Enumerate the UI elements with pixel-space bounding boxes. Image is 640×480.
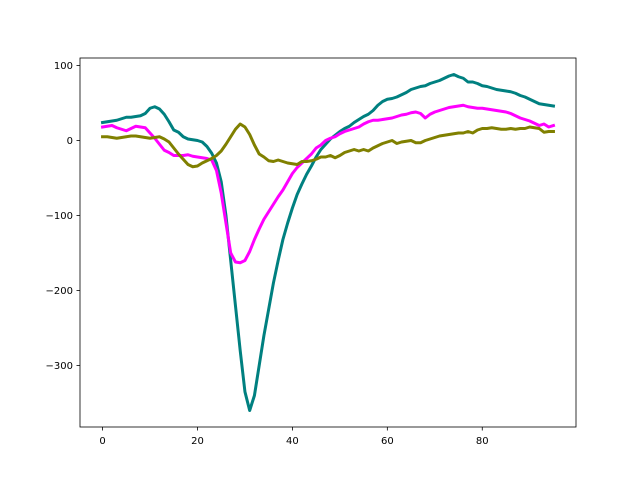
plot-lines — [100, 73, 556, 412]
line-series — [101, 122, 555, 169]
y-tick-label: 0 — [67, 136, 73, 147]
y-tick-label: −100 — [46, 211, 73, 222]
x-tick-label: 60 — [381, 436, 394, 447]
x-tick-label: 40 — [286, 436, 299, 447]
y-tick-label: −200 — [46, 286, 73, 297]
x-tick-label: 0 — [99, 436, 105, 447]
y-tick-label: 100 — [54, 61, 73, 72]
y-tick-label: −300 — [46, 361, 73, 372]
plot-frame — [79, 57, 577, 428]
line-series — [100, 73, 556, 412]
line-series — [100, 103, 556, 265]
x-tick-label: 80 — [476, 436, 489, 447]
x-tick-label: 20 — [191, 436, 204, 447]
